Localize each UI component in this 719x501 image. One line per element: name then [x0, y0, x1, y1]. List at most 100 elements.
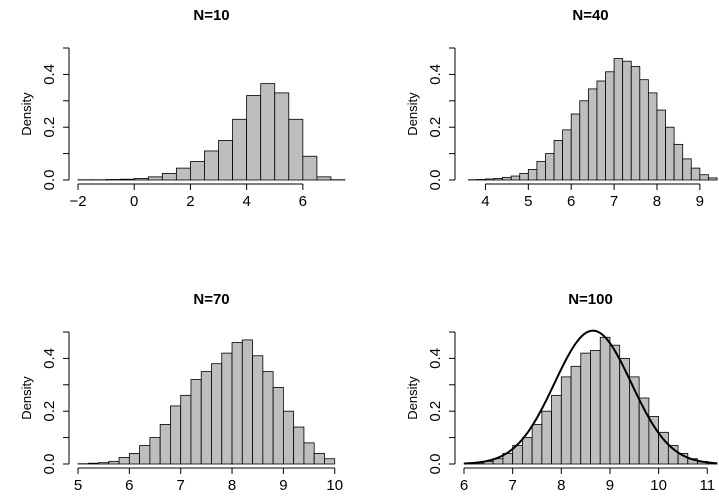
- x-tick-label: 9: [606, 477, 614, 494]
- x-tick-label: 0: [130, 193, 138, 210]
- histogram-bar: [587, 88, 598, 181]
- x-tick-label: 6: [299, 193, 307, 210]
- y-tick-label: 0.4: [41, 64, 58, 85]
- histogram-bar: [272, 387, 284, 465]
- histogram-bar: [232, 118, 248, 181]
- histogram-bar: [149, 437, 161, 465]
- x-tick-label: 8: [653, 193, 661, 210]
- x-tick-label: 8: [228, 477, 236, 494]
- histogram-bar: [521, 437, 533, 465]
- histogram-bar: [119, 178, 135, 181]
- x-tick-label: 9: [696, 193, 704, 210]
- histogram-bar: [200, 371, 212, 465]
- x-tick-label: 9: [279, 477, 287, 494]
- histogram-bar: [175, 167, 191, 181]
- histogram-bar: [647, 92, 658, 181]
- histogram-bar: [527, 169, 538, 181]
- histogram-bar: [596, 80, 606, 181]
- histogram-bar: [241, 339, 253, 465]
- y-tick-label: 0.4: [427, 348, 444, 369]
- histogram-bar: [560, 376, 572, 465]
- histogram-bar: [536, 161, 546, 181]
- panel-title: N=40: [572, 7, 608, 24]
- y-tick-label: 0.2: [41, 401, 58, 422]
- x-tick-label: 10: [650, 477, 667, 494]
- y-tick-label: 0.2: [427, 117, 444, 138]
- histogram-bar: [599, 336, 611, 465]
- histogram-bar: [274, 92, 290, 181]
- histogram-bar: [531, 423, 543, 465]
- histogram-bar: [262, 371, 274, 465]
- histogram-bar: [590, 350, 601, 465]
- y-axis-label: Density: [19, 92, 34, 136]
- x-tick-label: 7: [177, 477, 185, 494]
- histogram-bar: [682, 158, 692, 181]
- histogram-bar: [293, 426, 305, 465]
- x-tick-label: 5: [74, 477, 82, 494]
- y-tick-label: 0.0: [41, 454, 58, 475]
- histogram-bar: [288, 118, 304, 181]
- histogram-bar: [570, 365, 582, 465]
- histogram-bar: [128, 453, 141, 465]
- histogram-bar: [673, 143, 684, 181]
- histogram-bar: [302, 155, 318, 181]
- histogram-bar: [324, 458, 336, 465]
- histogram-bar: [218, 139, 233, 181]
- y-axis-label: Density: [405, 92, 420, 136]
- histogram-bar: [656, 109, 666, 181]
- histogram-bar: [133, 178, 149, 181]
- histogram-bar: [553, 139, 564, 181]
- y-tick-label: 0.2: [41, 117, 58, 138]
- histogram-bar: [282, 410, 295, 465]
- histogram-bar: [147, 176, 163, 181]
- x-tick-label: 4: [481, 193, 489, 210]
- histogram-bar: [648, 416, 660, 465]
- histogram-bar: [105, 179, 121, 181]
- histogram-bar: [502, 176, 512, 181]
- histogram-bar: [613, 58, 624, 181]
- histogram-bar: [493, 178, 503, 181]
- histogram-bar: [180, 394, 192, 465]
- y-tick-label: 0.4: [41, 348, 58, 369]
- panel-title: N=100: [568, 291, 613, 308]
- y-tick-label: 0.2: [427, 401, 444, 422]
- x-tick-label: 5: [524, 193, 532, 210]
- histogram-bar: [316, 176, 332, 181]
- x-tick-label: 2: [186, 193, 194, 210]
- histogram-bar: [211, 363, 223, 465]
- x-tick-label: 6: [460, 477, 468, 494]
- y-axis-label: Density: [405, 376, 420, 420]
- histogram-bar: [485, 178, 495, 181]
- histogram-bar: [622, 60, 632, 181]
- histogram-bar: [159, 423, 171, 465]
- histogram-panel-n70: N=70 Density 5 6 7 8 9 10 0.0 0.2 0.4: [19, 291, 343, 494]
- histogram-bar: [190, 161, 205, 181]
- histogram-bar: [562, 129, 572, 181]
- histogram-bar: [313, 453, 325, 465]
- histogram-bar: [690, 167, 701, 181]
- histogram-bar: [579, 100, 589, 181]
- histogram-bar: [605, 71, 615, 181]
- histogram-bar: [630, 66, 641, 181]
- x-tick-label: 8: [557, 477, 565, 494]
- histogram-bar: [118, 456, 130, 465]
- y-tick-label: 0.0: [41, 170, 58, 191]
- histogram-bar: [699, 174, 709, 181]
- histogram-bar: [639, 79, 649, 181]
- x-tick-label: 6: [125, 477, 133, 494]
- x-tick-label: 7: [610, 193, 618, 210]
- histogram-bar: [246, 95, 262, 181]
- y-tick-label: 0.0: [427, 170, 444, 191]
- histogram-bar: [510, 175, 521, 181]
- x-tick-label: 10: [326, 477, 343, 494]
- histogram-bar: [541, 410, 552, 465]
- histogram-bar: [545, 153, 555, 181]
- histogram-bar: [476, 179, 486, 181]
- histogram-panel-n40: N=40 Density 4 5 6 7 8 9 0.0 0.2 0.4: [405, 7, 718, 210]
- x-tick-label: 7: [508, 477, 516, 494]
- histogram-bar: [658, 431, 669, 465]
- histogram-bar: [87, 462, 99, 465]
- histogram-bar: [260, 83, 276, 181]
- histogram-bar: [231, 342, 243, 465]
- normal-density-curve: [463, 329, 718, 465]
